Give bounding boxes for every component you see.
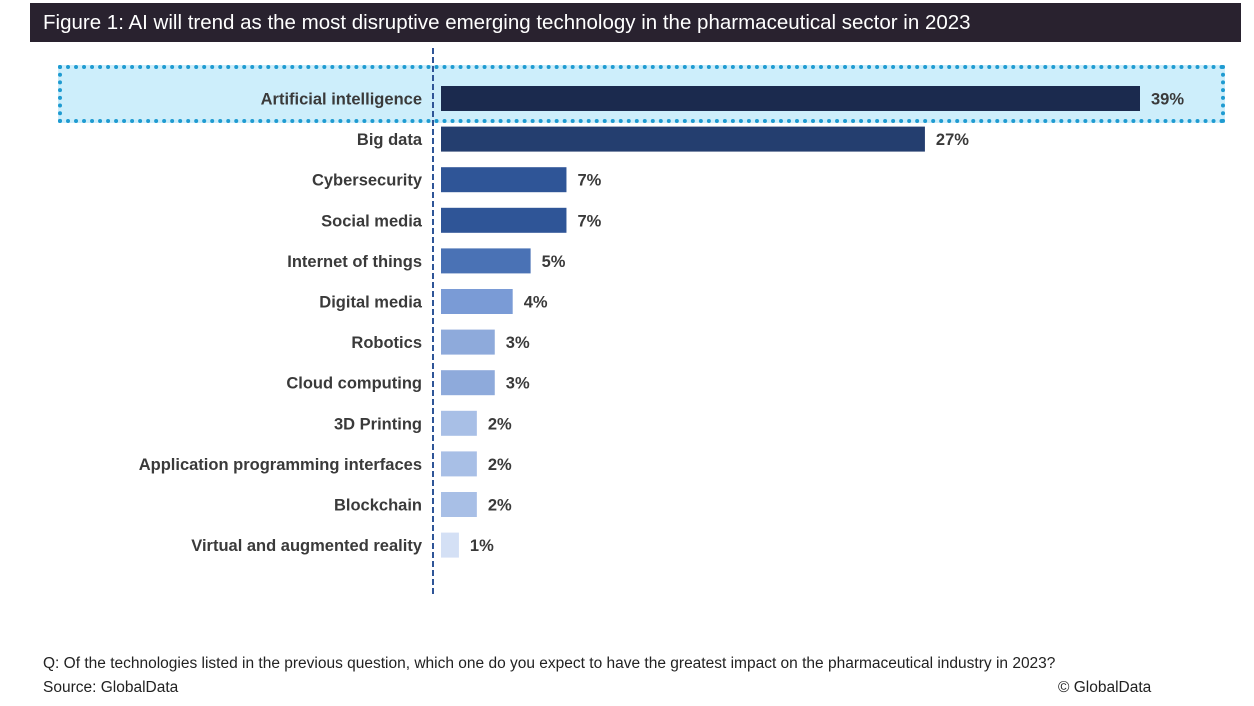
category-label: Blockchain (334, 497, 422, 515)
category-label: Big data (357, 131, 423, 149)
bar (441, 126, 925, 152)
data-label: 27% (936, 131, 969, 149)
data-label: 39% (1151, 91, 1184, 109)
source-note: Source: GlobalData (43, 679, 179, 696)
bar-chart: Artificial intelligence 39% Big data 27% Cyb… (139, 48, 1184, 596)
bar (441, 167, 567, 193)
bar (441, 329, 495, 355)
bar (441, 289, 513, 314)
data-label: 3% (506, 375, 530, 393)
data-label: 3% (506, 334, 530, 352)
category-label: Cloud computing (286, 375, 422, 393)
data-label: 5% (542, 253, 566, 271)
copyright-note: © GlobalData (1058, 679, 1152, 696)
bar (441, 207, 567, 233)
category-label: Internet of things (287, 253, 422, 271)
category-label: Social media (321, 212, 423, 230)
bar (441, 492, 477, 517)
data-label: 7% (577, 212, 601, 230)
bar (441, 532, 459, 558)
category-label: Digital media (319, 294, 423, 312)
bar (441, 451, 477, 477)
category-label: Application programming interfaces (139, 456, 422, 474)
data-label: 1% (470, 537, 494, 555)
bar (441, 86, 1140, 111)
category-label: 3D Printing (334, 415, 422, 433)
category-label: Robotics (351, 334, 422, 352)
bar (441, 248, 531, 274)
bar (441, 410, 477, 436)
data-label: 2% (488, 456, 512, 474)
data-label: 4% (524, 294, 548, 312)
category-label: Virtual and augmented reality (191, 537, 423, 555)
chart-title: Figure 1: AI will trend as the most disr… (30, 3, 1241, 42)
bar (441, 370, 495, 396)
category-label: Artificial intelligence (261, 91, 422, 109)
category-label: Cybersecurity (312, 172, 423, 190)
data-label: 2% (488, 497, 512, 515)
survey-question: Q: Of the technologies listed in the pre… (43, 655, 1056, 672)
data-label: 7% (577, 172, 601, 190)
data-label: 2% (488, 415, 512, 433)
